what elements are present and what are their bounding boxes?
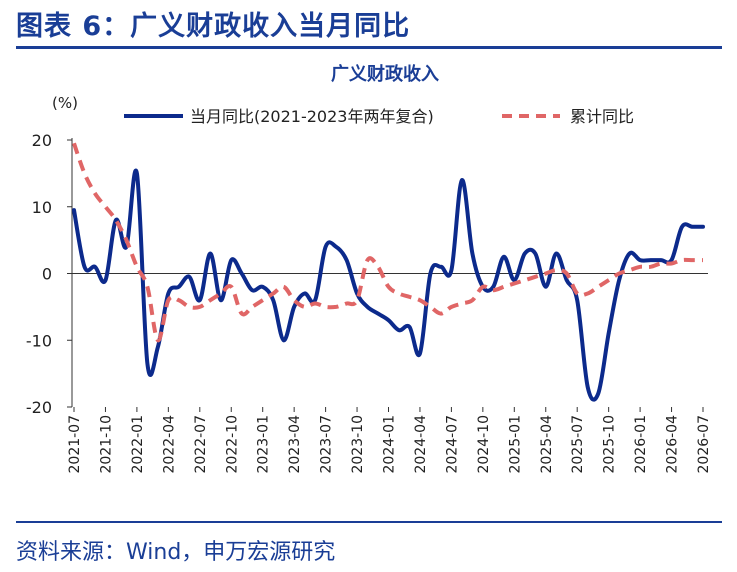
figure-title: 图表 6：广义财政收入当月同比 [16,11,411,42]
title-rule [16,46,722,49]
y-tick-label: -20 [26,398,52,417]
x-tick-label: 2025-07 [570,415,586,474]
x-axis-ticks: 2021-07 2021-10 2022-01 2022-04 2022-07 2022-… [67,407,712,474]
x-tick-label: 2023-04 [287,415,303,474]
source-rule [16,521,722,523]
x-tick-label: 2024-01 [382,415,398,474]
chart-title: 广义财政收入 [331,63,439,85]
x-tick-label: 2026-07 [696,415,712,474]
x-tick-label: 2025-04 [539,415,555,474]
x-tick-label: 2023-10 [350,415,366,474]
x-tick-label: 2025-10 [602,415,618,474]
chart: 广义财政收入 (%) 当月同比(2021-2023年两年复合) 累计同比 -20… [26,63,712,474]
x-tick-label: 2022-04 [161,415,177,474]
x-tick-label: 2024-07 [444,415,460,474]
y-axis-ticks: -20 -10 0 10 20 [26,131,72,417]
x-tick-label: 2024-04 [413,415,429,474]
source-note: 资料来源：Wind，申万宏源研究 [16,540,336,565]
x-tick-label: 2026-01 [633,415,649,474]
x-tick-label: 2026-04 [665,415,681,474]
y-axis-unit-label: (%) [52,94,78,112]
x-tick-label: 2021-07 [67,415,83,474]
legend: 当月同比(2021-2023年两年复合) 累计同比 [124,107,634,126]
legend-label-series-2: 累计同比 [570,107,634,126]
x-tick-label: 2022-10 [224,415,240,474]
y-tick-label: 20 [32,131,52,150]
x-tick-label: 2025-01 [507,415,523,474]
x-tick-label: 2021-10 [98,415,114,474]
x-tick-label: 2024-10 [476,415,492,474]
series-line-monthly-yoy [72,168,705,402]
x-tick-label: 2022-01 [130,415,146,474]
x-tick-label: 2023-07 [319,415,335,474]
x-tick-label: 2022-07 [193,415,209,474]
y-tick-label: 0 [42,265,52,284]
y-tick-label: 10 [32,198,52,217]
y-tick-label: -10 [26,331,52,350]
series-line-cumulative-yoy [72,142,703,343]
x-tick-label: 2023-01 [256,415,272,474]
legend-label-series-1: 当月同比(2021-2023年两年复合) [190,107,434,126]
